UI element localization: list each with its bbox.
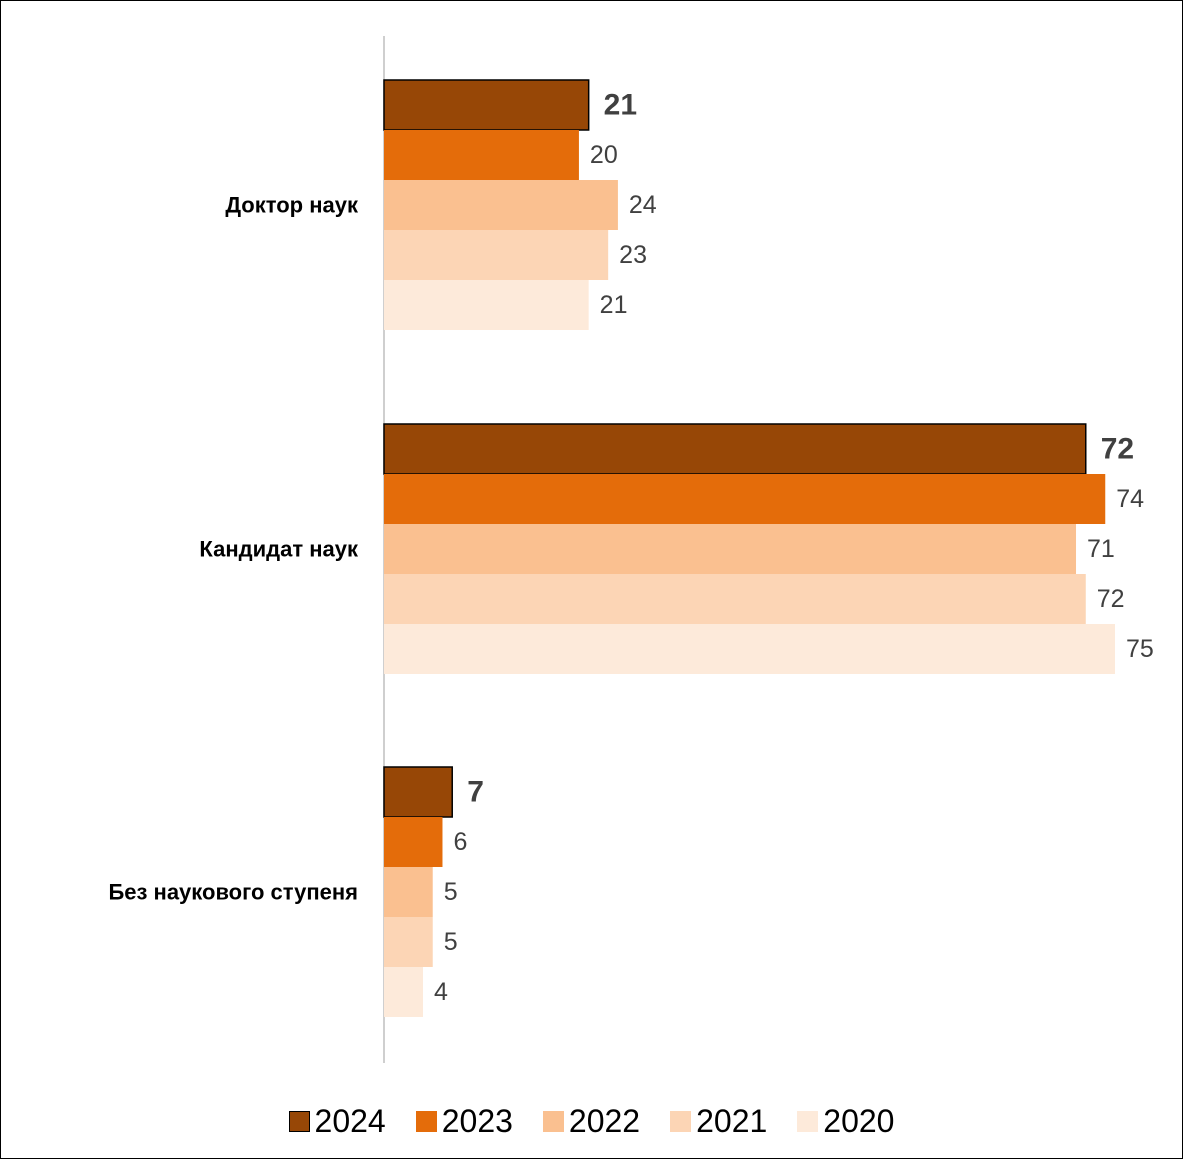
legend-item-2024: 2024 [288,1102,386,1140]
value-label-2023-кандидат-наук: 74 [1116,485,1144,513]
value-label-2021-кандидат-наук: 72 [1097,585,1125,613]
legend-item-2021: 2021 [670,1103,767,1140]
bar-2022-без-наукового-ступеня [384,867,433,917]
value-label-2021-доктор-наук: 23 [619,241,647,269]
legend-label: 2020 [823,1102,895,1139]
bar-2023-доктор-наук [384,130,579,180]
bar-2021-кандидат-наук [384,574,1086,624]
value-label-2023-без-наукового-ступеня: 6 [453,828,467,856]
legend-label: 2022 [568,1102,641,1139]
legend-swatch [797,1110,819,1132]
bar-2023-кандидат-наук [384,474,1106,524]
bar-2024-доктор-наук [383,79,590,131]
value-label-2020-без-наукового-ступеня: 4 [434,978,448,1006]
legend-swatch [670,1110,692,1132]
category-label: Доктор наук [225,193,359,218]
value-label-2022-доктор-наук: 24 [629,191,657,219]
category-label: Без наукового ступеня [108,880,358,905]
bar-2023-без-наукового-ступеня [384,817,443,867]
value-label-2022-кандидат-наук: 71 [1087,535,1115,563]
value-label-2021-без-наукового-ступеня: 5 [444,928,458,956]
legend-label: 2023 [441,1102,513,1139]
value-label-2022-без-наукового-ступеня: 5 [444,878,458,906]
legend-label: 2024 [314,1102,386,1139]
bar-2021-доктор-наук [384,230,609,280]
value-label-2020-кандидат-наук: 75 [1126,635,1154,663]
bars-layer [383,79,1115,1017]
bar-2020-без-наукового-ступеня [384,967,423,1017]
value-label-2024-доктор-наук: 21 [604,89,637,122]
legend-label: 2021 [696,1102,768,1139]
value-label-2020-доктор-наук: 21 [600,291,628,319]
legend-item-2020: 2020 [797,1103,894,1140]
legend-swatch [415,1110,437,1132]
value-label-2024-без-наукового-ступеня: 7 [467,776,484,809]
value-label-2023-доктор-наук: 20 [590,141,618,169]
bar-2022-кандидат-наук [384,524,1077,574]
bar-2024-без-наукового-ступеня [383,766,453,818]
category-labels-layer: Доктор наук Кандидат наук Без наукового ст… [108,193,359,905]
legend-item-2022: 2022 [542,1102,641,1140]
legend-item-2023: 2023 [415,1102,513,1140]
legend-swatch [542,1110,564,1132]
bar-2021-без-наукового-ступеня [384,917,433,967]
legend: 2024 2023 2022 2021 2020 [1,1099,1182,1143]
value-label-2024-кандидат-наук: 72 [1101,433,1134,466]
bar-2024-кандидат-наук [383,423,1087,475]
bar-2020-кандидат-наук [384,624,1115,674]
bar-2022-доктор-наук [384,180,618,230]
category-label: Кандидат наук [199,537,359,562]
legend-swatch [288,1110,310,1132]
bar-2020-доктор-наук [384,280,589,330]
